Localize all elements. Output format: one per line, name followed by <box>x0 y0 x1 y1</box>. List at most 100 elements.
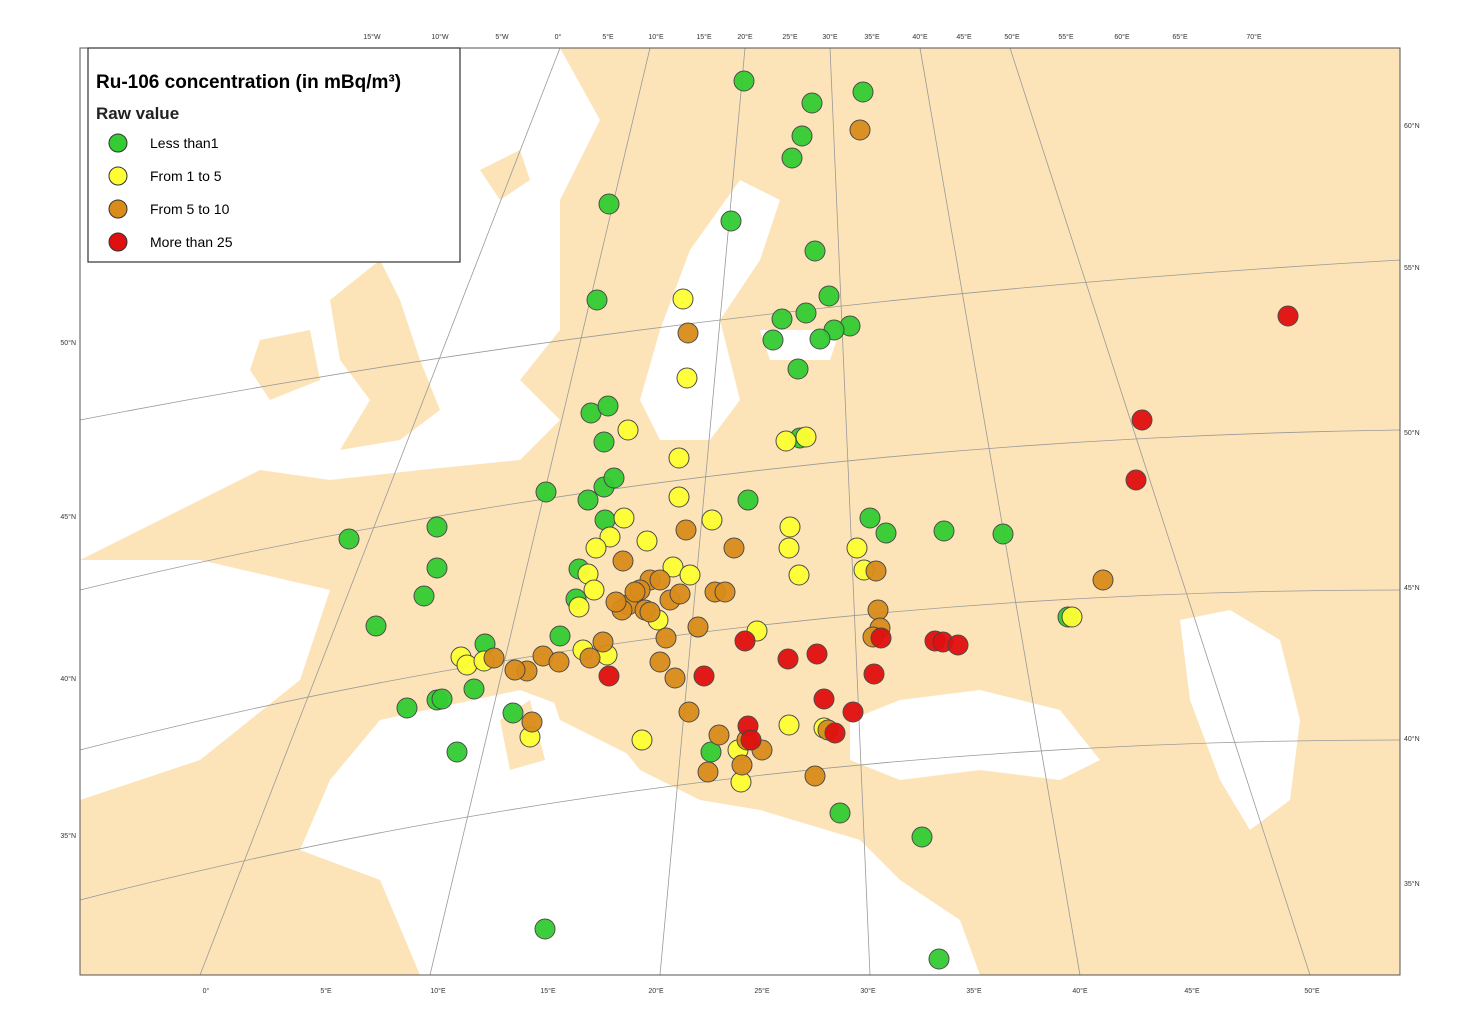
graticule-label: 60°E <box>1114 33 1130 41</box>
station-marker <box>617 419 639 441</box>
station-marker <box>679 564 701 586</box>
station-marker <box>779 516 801 538</box>
station-marker <box>870 627 892 649</box>
station-marker <box>534 918 556 940</box>
station-marker <box>701 509 723 531</box>
station-marker <box>1092 569 1114 591</box>
station-marker <box>875 522 897 544</box>
station-marker <box>846 537 868 559</box>
station-marker <box>813 688 835 710</box>
graticule-label: 0° <box>203 987 210 995</box>
graticule-label: 20°E <box>648 987 664 995</box>
station-marker <box>740 729 762 751</box>
station-marker <box>613 507 635 529</box>
station-marker <box>778 714 800 736</box>
station-marker <box>818 285 840 307</box>
graticule-label: 50°N <box>60 339 76 347</box>
station-marker <box>649 651 671 673</box>
station-marker <box>804 240 826 262</box>
station-marker <box>933 520 955 542</box>
station-marker <box>365 615 387 637</box>
station-marker <box>549 625 571 647</box>
station-marker <box>605 591 627 613</box>
graticule-label: 35°E <box>864 33 880 41</box>
station-marker <box>521 711 543 733</box>
graticule-label: 25°E <box>782 33 798 41</box>
station-marker <box>992 523 1014 545</box>
station-marker <box>788 564 810 586</box>
station-marker <box>947 634 969 656</box>
graticule-label: 40°N <box>60 675 76 683</box>
station-marker <box>804 765 826 787</box>
station-marker <box>829 802 851 824</box>
graticule-label: 35°N <box>1404 880 1420 888</box>
station-marker <box>568 596 590 618</box>
station-marker <box>577 489 599 511</box>
graticule-label: 10°E <box>430 987 446 995</box>
legend-swatch <box>108 166 128 186</box>
graticule-label: 35°N <box>60 832 76 840</box>
station-marker <box>720 210 742 232</box>
station-marker <box>863 663 885 685</box>
station-marker <box>687 616 709 638</box>
station-marker <box>649 569 671 591</box>
station-marker <box>631 729 653 751</box>
graticule-label: 55°N <box>1404 264 1420 272</box>
station-marker <box>463 678 485 700</box>
station-marker <box>586 289 608 311</box>
legend-title: Ru-106 concentration (in mBq/m³) <box>96 72 401 93</box>
station-marker <box>668 447 690 469</box>
station-marker <box>413 585 435 607</box>
graticule-label: 45°N <box>1404 584 1420 592</box>
graticule-label: 30°E <box>860 987 876 995</box>
station-marker <box>426 557 448 579</box>
station-marker <box>714 581 736 603</box>
station-marker <box>795 426 817 448</box>
station-marker <box>762 329 784 351</box>
station-marker <box>787 358 809 380</box>
station-marker <box>842 701 864 723</box>
station-marker <box>583 579 605 601</box>
station-marker <box>1131 409 1153 431</box>
legend-swatch <box>108 199 128 219</box>
station-marker <box>777 648 799 670</box>
station-marker <box>734 630 756 652</box>
station-marker <box>535 481 557 503</box>
station-marker <box>548 651 570 673</box>
graticule-label: 30°E <box>822 33 838 41</box>
station-marker <box>396 697 418 719</box>
station-marker <box>775 430 797 452</box>
legend: Ru-106 concentration (in mBq/m³) Raw val… <box>87 47 461 263</box>
station-marker <box>697 761 719 783</box>
graticule-label: 5°E <box>320 987 332 995</box>
station-marker <box>662 556 684 578</box>
station-marker <box>675 519 697 541</box>
station-marker <box>655 627 677 649</box>
station-marker <box>723 537 745 559</box>
station-marker <box>624 581 646 603</box>
station-marker <box>865 560 887 582</box>
station-marker <box>806 643 828 665</box>
graticule-label: 40°E <box>1072 987 1088 995</box>
graticule-label: 45°E <box>956 33 972 41</box>
station-marker <box>639 601 661 623</box>
station-marker <box>809 328 831 350</box>
station-marker <box>867 599 889 621</box>
station-marker <box>778 537 800 559</box>
station-marker <box>731 754 753 776</box>
station-marker <box>585 537 607 559</box>
station-marker <box>859 507 881 529</box>
station-marker <box>911 826 933 848</box>
station-marker <box>852 81 874 103</box>
graticule-label: 45°E <box>1184 987 1200 995</box>
graticule-label: 5°E <box>602 33 614 41</box>
station-marker <box>669 583 691 605</box>
station-marker <box>579 647 601 669</box>
station-marker <box>603 467 625 489</box>
station-marker <box>598 665 620 687</box>
graticule-label: 50°E <box>1004 33 1020 41</box>
graticule-label: 65°E <box>1172 33 1188 41</box>
station-marker <box>791 125 813 147</box>
station-marker <box>801 92 823 114</box>
